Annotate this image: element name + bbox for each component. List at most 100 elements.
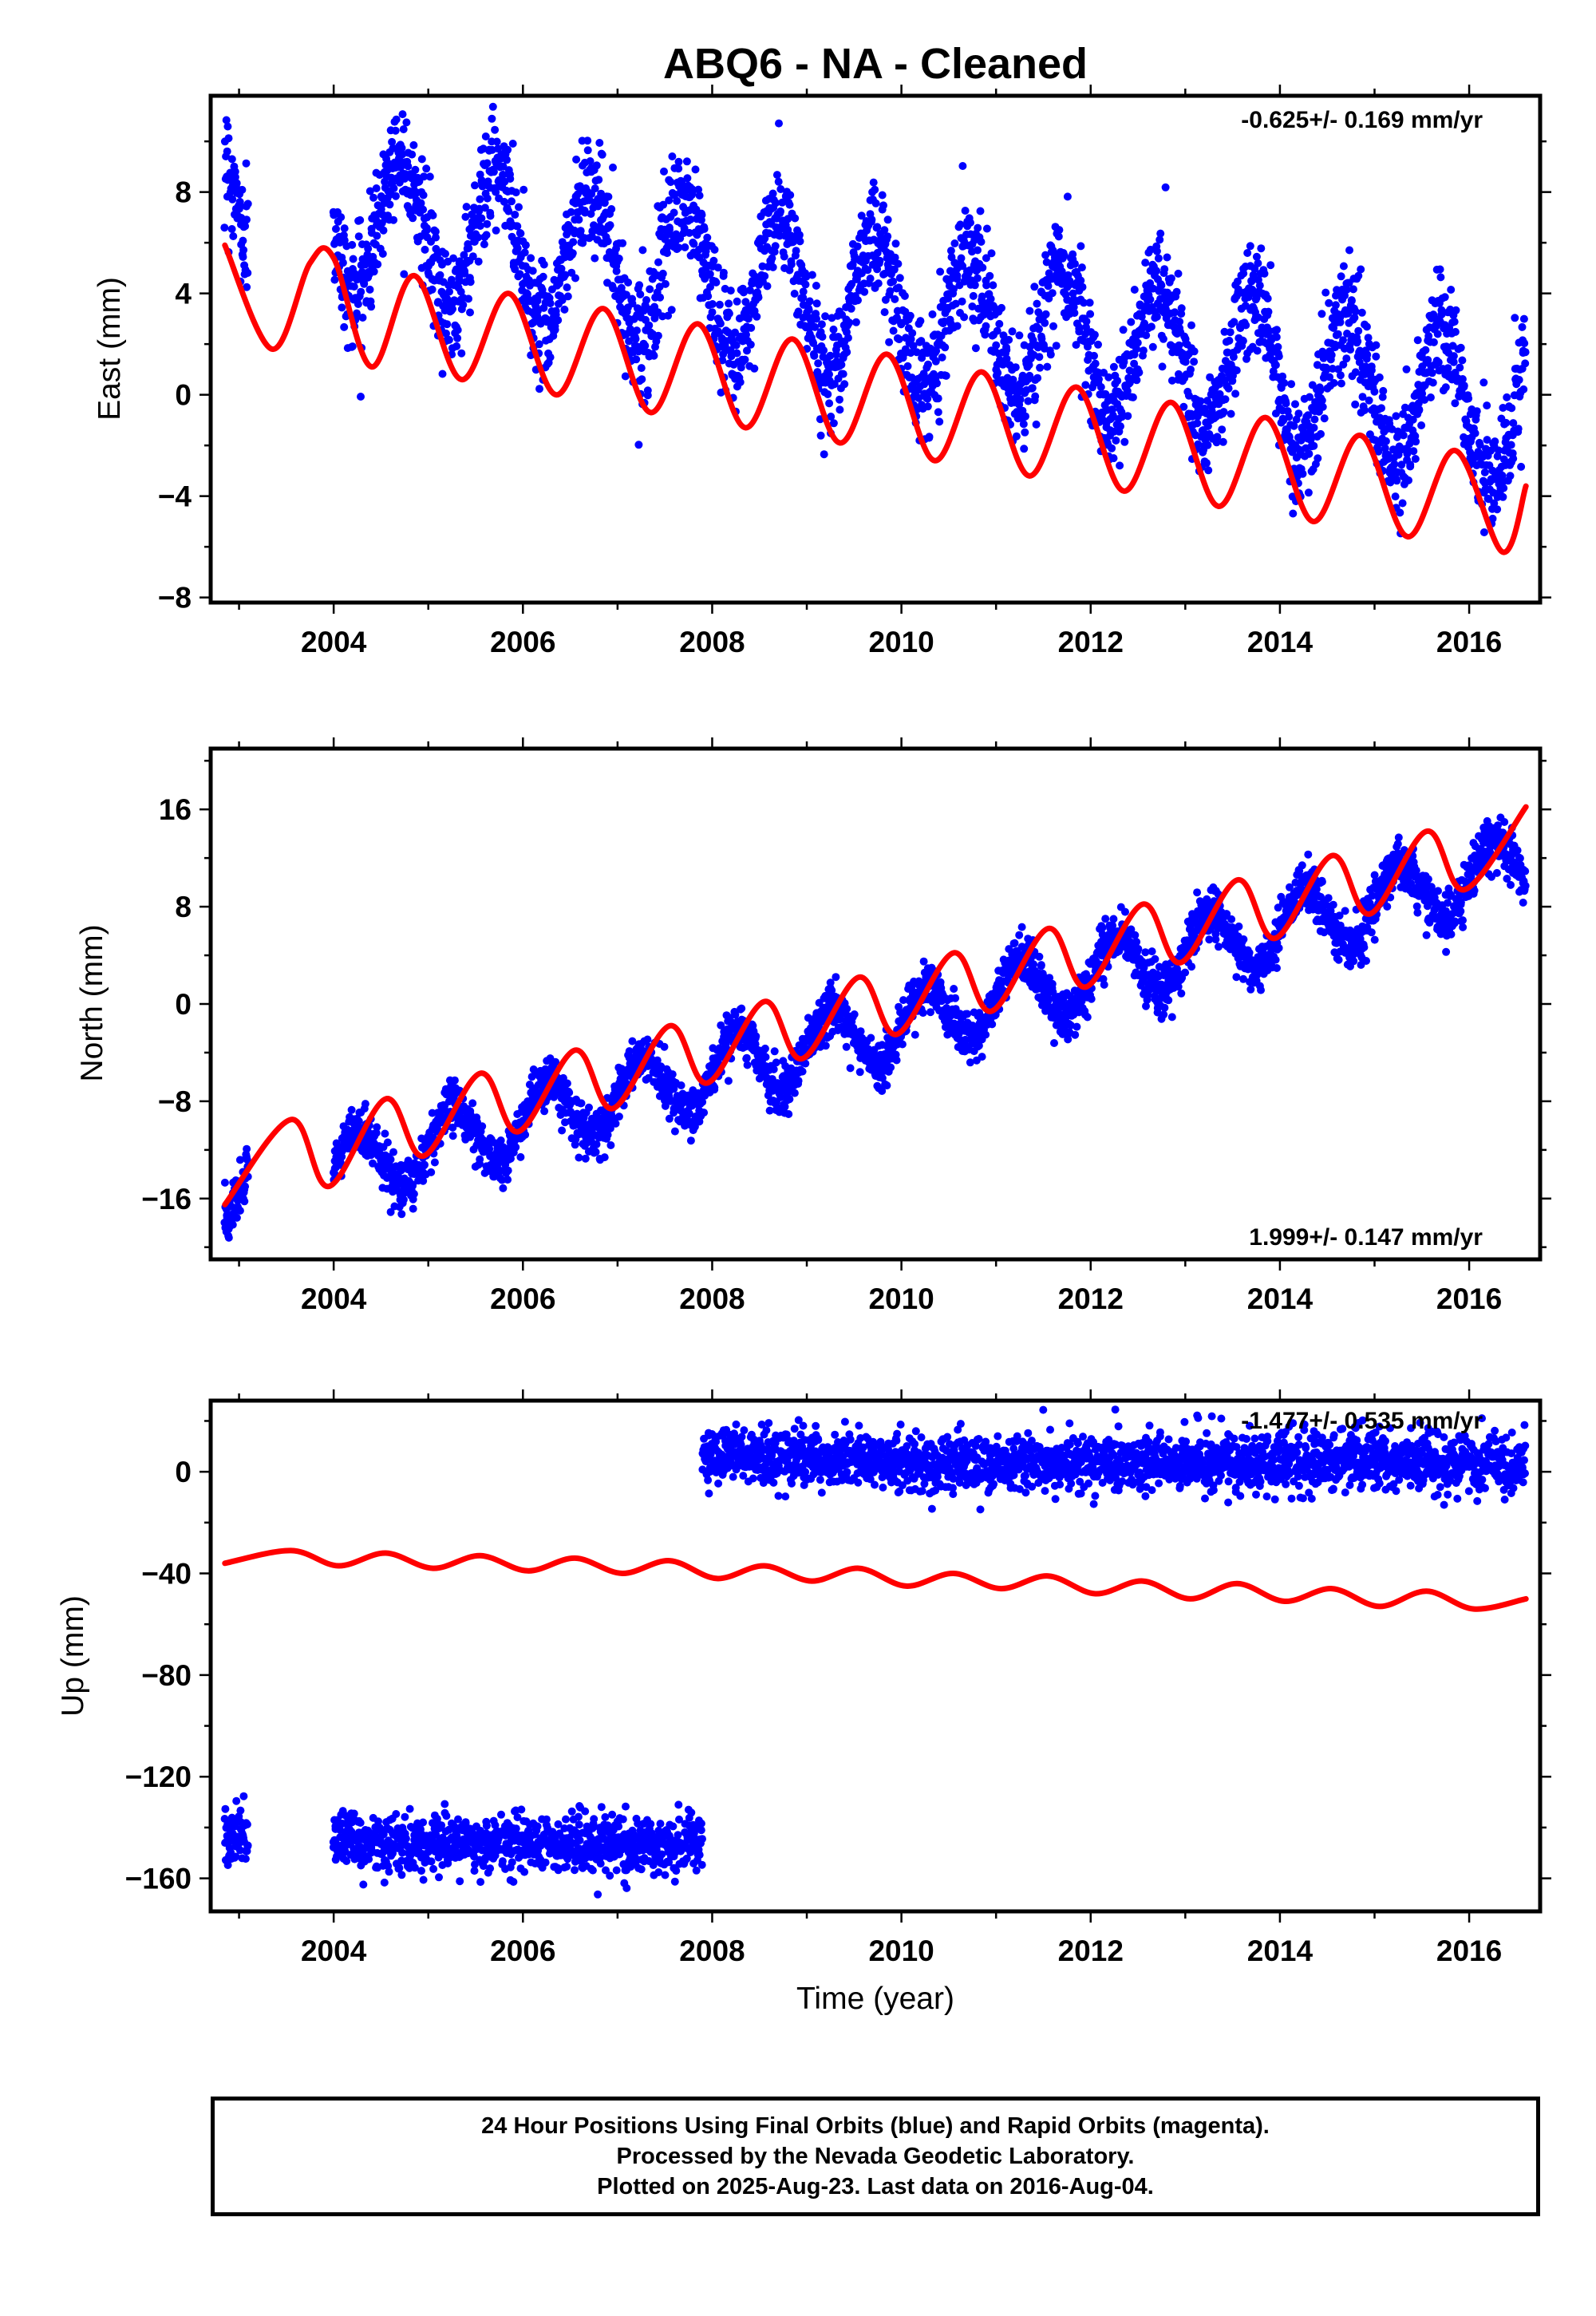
north-data-point [950,985,958,993]
east-data-point [583,146,592,155]
east-data-point [442,329,450,338]
east-data-point [1337,379,1345,388]
east-data-point [638,246,647,255]
east-data-point [568,249,577,258]
east-data-point [958,262,967,271]
east-data-point [1167,376,1176,385]
east-data-point [223,122,232,131]
north-data-point [476,1160,484,1168]
east-data-point [821,312,830,321]
east-data-point [689,239,698,248]
east-data-point [971,344,980,353]
east-data-point [1024,397,1033,405]
east-data-point [1274,352,1283,361]
east-data-point [654,331,662,340]
east-data-point [1458,356,1467,365]
north-data-point [643,1035,652,1044]
east-data-point [527,254,535,263]
east-data-point [650,351,658,360]
east-data-point [535,340,543,349]
east-data-point [953,322,962,330]
north-data-point [397,1166,405,1175]
east-data-point [986,271,994,280]
east-data-point [239,236,247,245]
east-data-point [804,306,813,314]
north-data-point [700,1109,709,1117]
east-data-point [768,189,777,198]
east-data-points [220,102,1530,538]
east-data-point [1451,399,1460,408]
east-data-point [787,260,796,269]
east-data-point [1123,386,1132,395]
east-data-point [360,279,369,288]
east-data-point [468,252,477,261]
east-data-point [595,139,604,147]
east-y-tick-label: 8 [175,176,192,209]
east-data-point [1052,342,1061,350]
east-data-point [1078,283,1087,291]
east-data-point [725,299,733,308]
east-data-point [746,340,755,349]
east-data-point [646,285,654,294]
east-data-point [1483,436,1491,445]
north-data-point [373,1123,381,1132]
east-data-point [1081,381,1090,389]
east-data-point [583,136,592,145]
north-data-point [389,1148,397,1156]
east-data-point [1412,437,1420,446]
east-data-point [1282,399,1290,408]
east-data-point [1392,412,1400,421]
east-data-point [243,283,251,291]
north-data-point [670,1127,679,1136]
east-data-point [231,168,239,176]
east-data-point [567,207,575,216]
north-data-point [724,1077,733,1085]
east-data-point [438,370,447,378]
east-data-point [1030,283,1039,291]
east-data-point [224,134,233,143]
east-data-point [338,259,347,267]
east-data-point [1436,265,1444,274]
east-data-point [1329,324,1338,332]
east-data-point [1218,425,1227,434]
east-data-point [1428,378,1437,387]
north-data-point [790,1089,799,1097]
east-data-point [818,333,827,341]
east-data-point [700,223,709,231]
east-data-point [1077,263,1086,272]
east-data-point [1069,302,1078,311]
east-data-point [1041,318,1049,327]
east-data-point [1044,282,1053,290]
east-data-point [825,370,833,378]
east-data-point [1086,310,1095,318]
east-data-point [461,212,470,221]
east-data-point [1060,251,1069,260]
east-data-point [512,188,520,197]
east-data-point [1278,414,1287,423]
east-data-point [840,380,849,389]
east-data-point [654,258,662,267]
east-data-point [1002,343,1010,352]
east-data-point [1049,246,1057,255]
east-data-point [1367,362,1376,371]
east-data-point [857,211,866,220]
east-data-point [1444,364,1452,373]
east-data-point [483,219,492,228]
east-data-point [474,233,483,242]
north-data-point [843,1005,851,1013]
east-data-point [1506,472,1515,480]
east-data-point [747,323,756,332]
east-data-point [825,399,834,408]
east-data-point [575,215,583,224]
east-data-point [1015,331,1024,340]
east-data-point [357,393,365,401]
east-data-point [353,309,361,318]
east-data-point [1306,393,1314,401]
east-data-point [1069,289,1077,298]
east-data-point [1520,339,1529,348]
east-y-tick-label: −8 [158,582,192,615]
east-data-point [1109,362,1118,371]
north-data-point [240,1197,249,1206]
east-data-point [231,172,239,181]
east-data-point [1187,366,1195,373]
